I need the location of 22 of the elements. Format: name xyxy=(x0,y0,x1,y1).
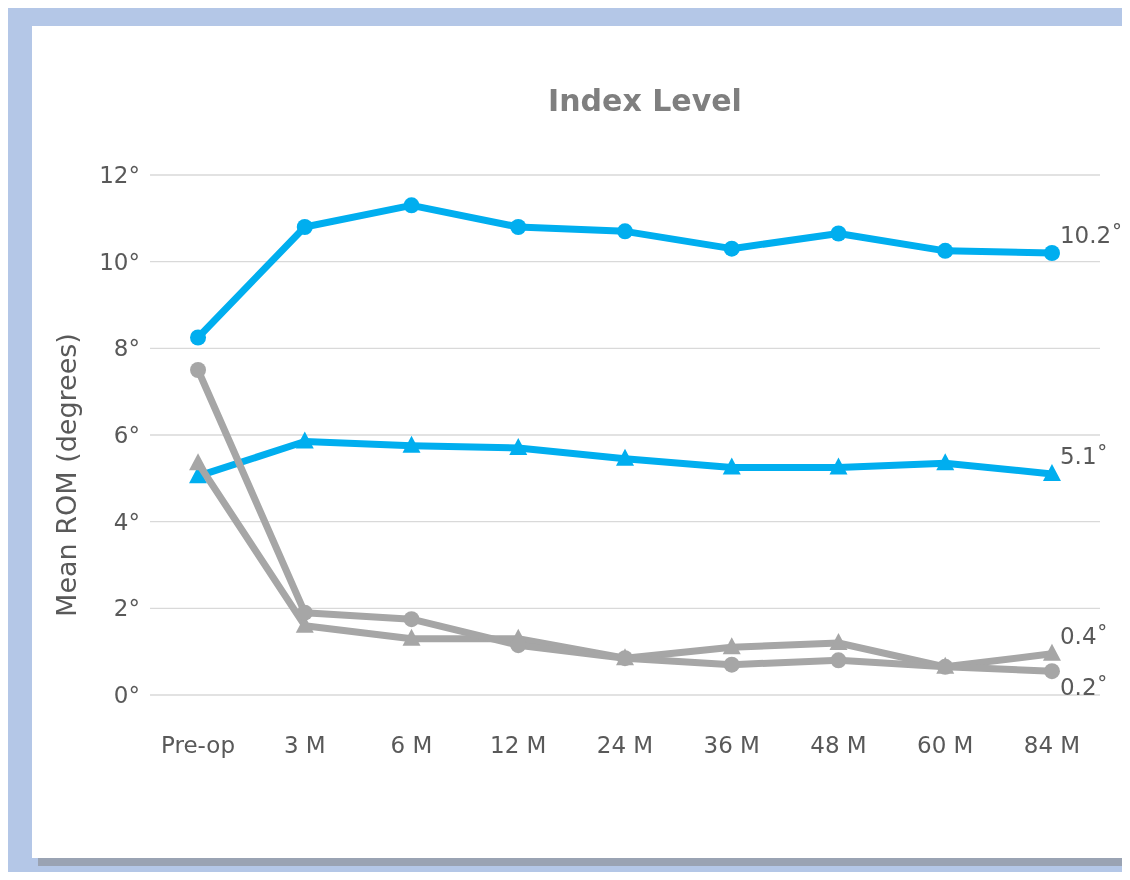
x-tick-label: Pre-op xyxy=(161,732,236,758)
y-tick-label: 10° xyxy=(99,248,140,275)
y-tick-label: 4° xyxy=(113,508,140,535)
y-tick-label: 6° xyxy=(113,422,140,448)
y-axis-title: Mean ROM (degrees) xyxy=(51,333,82,617)
annotation: 10.2˚ xyxy=(1059,222,1123,248)
x-tick-label: 24 M xyxy=(596,732,654,758)
x-tick-label: 84 M xyxy=(1023,732,1081,758)
annotation: 0.4˚ xyxy=(1059,622,1109,649)
annotation: 5.1˚ xyxy=(1059,443,1109,469)
x-tick-label: 48 M xyxy=(810,732,867,758)
y-tick-label: 2° xyxy=(113,595,140,622)
x-tick-label: 12 M xyxy=(490,732,547,758)
y-tick-label: 12° xyxy=(99,162,140,188)
y-tick-label: 8° xyxy=(113,335,140,362)
chart-title: Index Level xyxy=(548,83,742,118)
annotation: 0.2˚ xyxy=(1059,674,1109,701)
x-tick-label: 6 M xyxy=(390,732,433,758)
x-tick-label: 60 M xyxy=(917,732,974,758)
x-tick-label: 3 M xyxy=(283,732,326,758)
y-tick-label: 0° xyxy=(113,682,140,708)
x-tick-label: 36 M xyxy=(703,732,760,758)
